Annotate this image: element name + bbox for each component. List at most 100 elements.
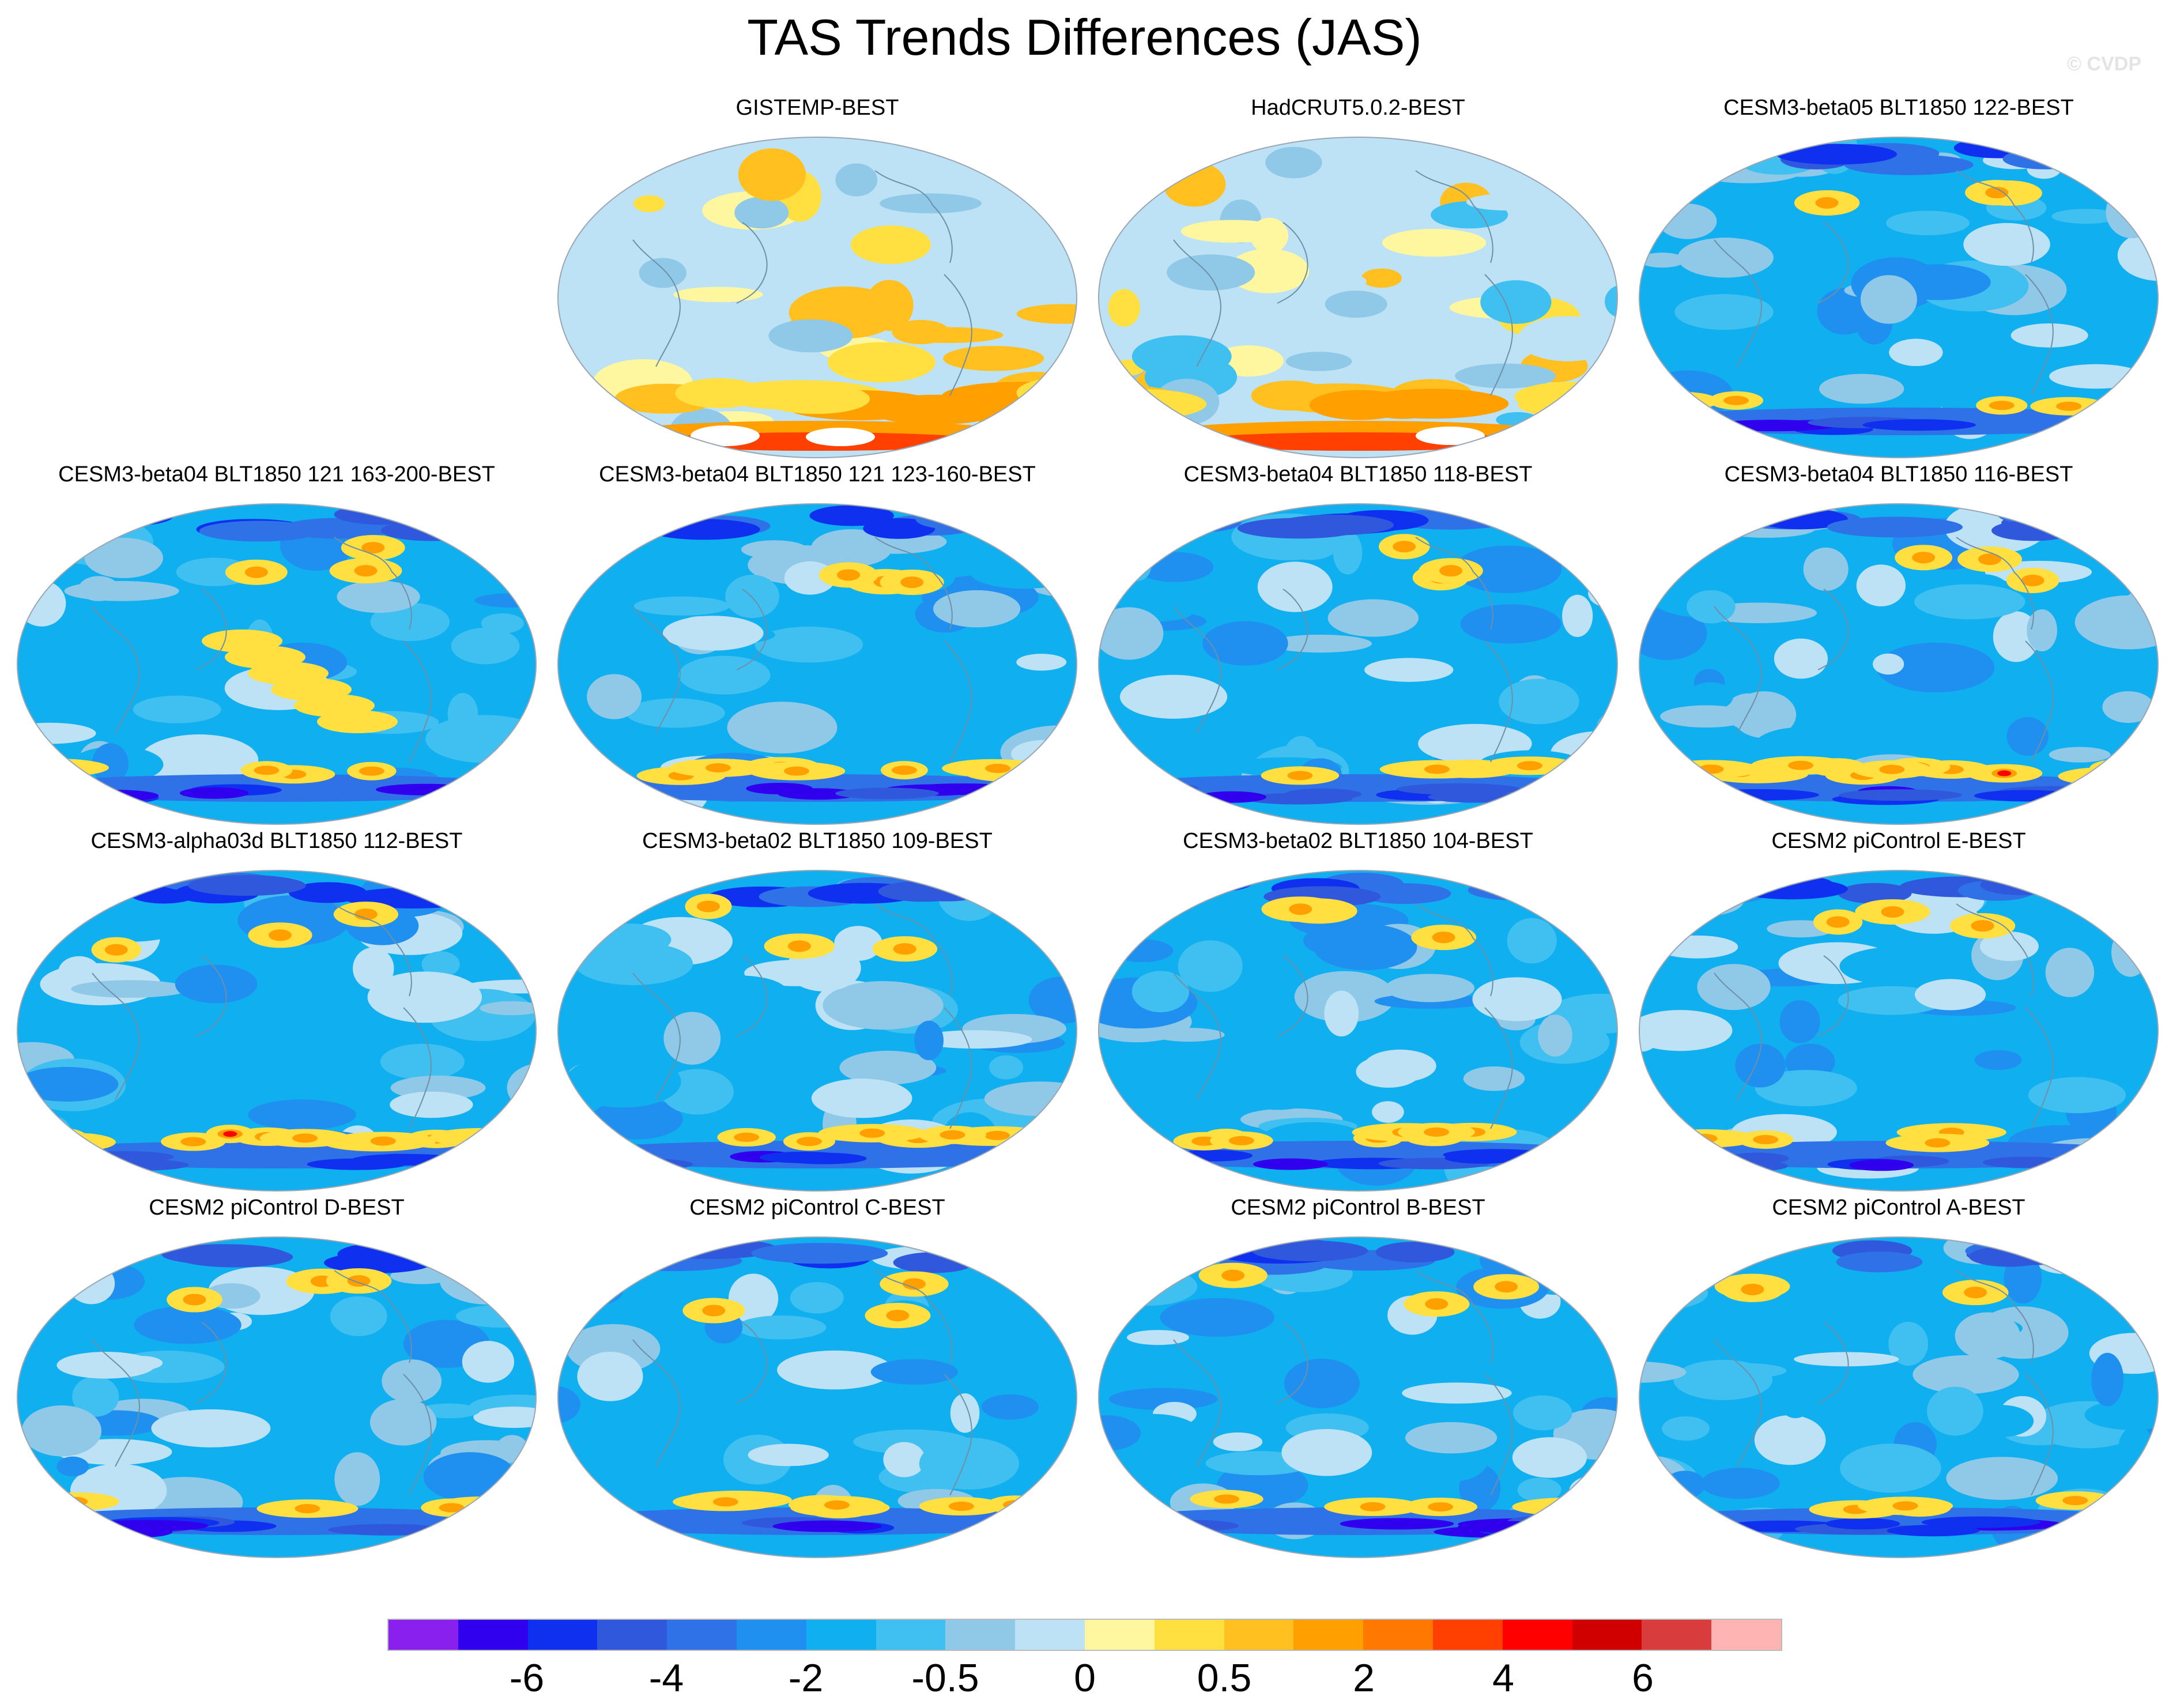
colorbar-tick-label: 0 [1074,1656,1096,1700]
panel-title: CESM3-beta04 BLT1850 116-BEST [1724,462,2073,487]
southern-warm-core [1723,395,1749,405]
colorbar-cell [1432,1620,1503,1650]
coastline [403,1007,432,1129]
anomaly-patch [1131,971,1190,1013]
coastline [1415,903,1493,997]
southern-cool [1284,788,1362,800]
anomaly-patch [879,193,982,214]
southern-warm-core [824,1500,850,1510]
warm-core [1741,1283,1764,1295]
anomaly-patch [1781,1392,1810,1419]
anomaly-patch [870,1359,958,1385]
anomaly-patch [811,1079,912,1118]
anomaly-patch [1558,504,1617,538]
coastline [1714,972,1762,1100]
southern-hot-core [223,1131,237,1137]
anomaly-patch [1466,194,1543,210]
anomaly-patch [865,280,914,331]
coastline [736,589,768,670]
southern-cool [1458,1521,1555,1533]
anomaly-patch [1886,210,1970,236]
coastline [334,1270,412,1363]
anomaly-patch [2101,160,2158,211]
panel-title: CESM3-beta02 BLT1850 109-BEST [642,829,993,853]
panel-title: HadCRUT5.0.2-BEST [1251,96,1465,120]
anomaly-patch [496,1435,529,1462]
warm-core [1964,1287,1987,1299]
anomaly-patch [1269,634,1372,653]
southern-warm [430,1128,531,1147]
anomaly-patch [1405,1422,1497,1454]
anomaly-patch [175,964,258,1004]
anomaly-patch [1918,699,2032,719]
southern-cool [1197,791,1267,803]
anomaly-patch [1755,1070,1857,1107]
anomaly-patch [1968,1405,2034,1438]
anomaly-patch [2010,323,2088,348]
anomaly-patch [1582,164,1617,181]
map-field [1099,870,1617,1191]
southern-warm-core [2062,1496,2088,1506]
southern-cool [772,1520,882,1532]
panel-title: CESM3-beta02 BLT1850 104-BEST [1183,829,1533,853]
southern-patch [675,378,764,409]
coastline [874,903,953,997]
anomaly-patch [914,1020,944,1061]
southern-warm-core [859,1128,885,1138]
coastline [944,1007,972,1129]
southern-cool [1099,1159,1168,1171]
southern-cool [2059,1157,2140,1169]
watermark: © CVDP [2067,53,2141,75]
arctic-patch [77,506,173,527]
anomaly-patch [777,1350,893,1390]
anomaly-patch [462,1341,515,1383]
southern-cool [1639,418,1704,430]
panel-title: CESM3-beta04 BLT1850 118-BEST [1183,462,1533,487]
anomaly-patch [823,981,944,1030]
anomaly-patch [1735,1043,1786,1088]
anomaly-patch [1450,148,1485,186]
southern-cool [1523,791,1617,804]
anomaly-patch [1285,352,1352,371]
southern-cool [2068,427,2158,439]
southern-cool [17,1156,80,1168]
southern-cool [1173,1149,1253,1162]
southern-warm-core [2094,771,2120,781]
map-border [557,870,1077,1192]
anomaly-patch [1108,289,1140,327]
southern-warm-core [292,1133,318,1143]
anomaly-patch [1039,420,1077,444]
warm-core [702,1304,726,1317]
southern-cool [2081,783,2158,795]
colorbar-cell [876,1620,946,1650]
anomaly-patch [1639,252,1685,268]
anomaly-patch [2113,1011,2158,1043]
colorbar-tick-label: 6 [1632,1656,1654,1700]
coastline [1956,1270,2034,1363]
panel-title: CESM2 piControl A-BEST [1772,1196,2025,1220]
coastline [1484,1007,1513,1129]
southern-warm-core [370,1136,396,1146]
southern-cool [746,782,813,794]
southern-cool [1110,1159,1179,1171]
southern-warm [986,1495,1045,1514]
map-border [17,1236,537,1558]
anomaly-patch [1119,674,1228,719]
anomaly-patch [1819,374,1904,404]
coastline [1173,239,1221,367]
anomaly-patch [71,980,189,998]
coastline [1484,640,1513,763]
coastline [195,1322,227,1404]
map-border [1098,137,1618,458]
warm-core [361,542,385,554]
southern-warm-core [1557,1502,1583,1511]
southern-warm [1645,391,1719,410]
map [1098,137,1618,458]
anomaly-patch [2091,1352,2124,1407]
anomaly-patch [1779,1000,1820,1043]
southern-warm-core [940,1130,965,1140]
coastline [1277,1322,1308,1404]
warm-core [354,908,378,921]
anomaly-patch [995,504,1077,546]
southern-hot-core [1997,770,2012,776]
